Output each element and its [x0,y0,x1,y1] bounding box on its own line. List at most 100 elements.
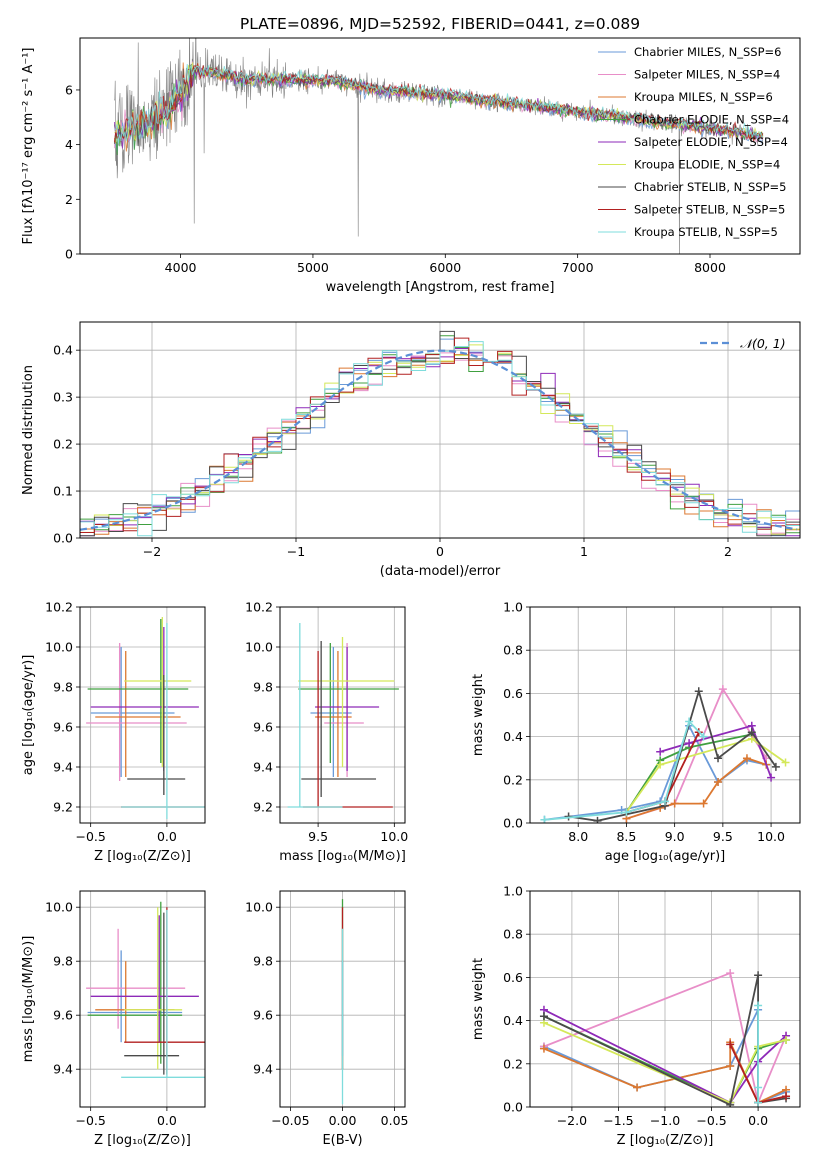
weight_vs_Z-plot-area [539,969,791,1107]
weight_vs_Z-panel: −2.0 −1.5 −1.0 −0.5 0.0 0.0 0.2 0.4 0.6 0.8 1.0 Z [… [471,884,801,1148]
y-tick-label: 9.8 [53,680,73,695]
weight-point-marker [726,1100,735,1107]
errorbar-point [310,647,352,777]
weight-point-marker [593,816,602,823]
weight-series-line [625,733,752,813]
y-tick-label: 9.6 [53,720,73,735]
weight-point-marker [742,754,751,763]
y-tick-label: 0.2 [503,772,523,787]
age_vs_mass-frame [279,606,406,824]
x-tick-label: −0.05 [271,1113,309,1128]
legend-label: 𝒩(0, 1) [740,336,786,351]
weight-point-marker [694,687,703,696]
weight-point-marker [539,1044,548,1053]
errorbar-point [315,647,380,771]
weight-point-marker [685,717,694,726]
x-tick-label: 0.0 [157,1113,177,1128]
weight-point-marker [726,969,735,978]
errorbar-point [86,643,187,781]
figure-title: PLATE=0896, MJD=52592, FIBERID=0441, z=0… [240,15,640,33]
weight-point-marker [539,1012,548,1021]
weight-point-marker [767,773,776,782]
x-axis-label: Z [log₁₀(Z/Z⊙)] [94,849,191,864]
y-tick-label: 4 [65,137,73,152]
y-tick-label: 10.0 [45,900,73,915]
y-tick-label: 10.0 [245,640,273,655]
x-tick-label: 7000 [562,260,594,275]
y-tick-label: 9.8 [53,954,73,969]
mass_vs_Z-panel: −0.5 0.0 9.4 9.6 9.8 10.0 Z [log₁₀(Z/Z⊙)] mass … [21,890,206,1148]
weight-series-line [568,687,777,822]
y-tick-label: 0.4 [503,729,523,744]
legend-label: Chabrier STELIB, N_SSP=5 [634,180,786,194]
y-tick-label: 9.4 [253,760,273,775]
errorbar-point [95,651,181,777]
x-tick-label: 0.05 [381,1113,409,1128]
x-axis-label: age [log₁₀(age/yr)] [605,849,726,864]
errorbar-point [124,907,205,1075]
legend-label: Salpeter ELODIE, N_SSP=4 [634,135,788,149]
weight-point-marker [685,739,694,748]
errorbar-point [95,961,175,1043]
y-tick-label: 0.6 [503,970,523,985]
x-tick-label: 8000 [694,260,726,275]
spectrum-legend: Chabrier MILES, N_SSP=6 Salpeter MILES, N… [598,45,789,239]
y-axis-label: mass [log₁₀(M/M⊙)] [21,936,36,1063]
y-tick-label: 10.2 [245,600,273,615]
weight-point-marker [754,971,763,980]
residuals-plot-area [80,330,800,537]
weight-series-line [659,724,772,778]
y-axis-label: mass weight [471,674,486,756]
y-tick-label: 9.6 [53,1008,73,1023]
y-tick-label: 9.4 [53,1062,73,1077]
y-tick-label: 0.2 [503,1056,523,1071]
y-tick-label: 0.2 [53,437,73,452]
y-tick-label: 1.0 [503,884,523,899]
x-tick-label: −1.0 [650,1113,680,1128]
x-tick-label: −1.5 [603,1113,633,1128]
legend-label: Salpeter MILES, N_SSP=4 [634,68,780,82]
y-axis-label: Flux [fλ10⁻¹⁷ erg cm⁻² s⁻¹ A⁻¹] [21,48,36,245]
y-tick-label: 9.4 [53,760,73,775]
weight-point-marker [782,1092,791,1101]
y-tick-label: 6 [65,82,73,97]
weight-series-line [543,1041,787,1104]
y-tick-label: 0.4 [53,343,73,358]
y-axis-label: mass weight [471,958,486,1040]
residual-histogram [80,341,800,537]
errorbar-point [298,637,395,767]
weight-point-marker [782,1036,791,1045]
x-axis-label: mass [log₁₀(M/M⊙)] [279,849,406,864]
x-tick-label: 8.0 [568,829,588,844]
x-tick-label: −0.5 [696,1113,726,1128]
y-axis-label: age [log₁₀(age/yr)] [21,655,36,776]
errorbar-point [86,928,186,1029]
errorbar-point [302,651,393,808]
y-tick-label: 9.8 [253,680,273,695]
errorbar-point [124,617,192,767]
y-tick-label: 0.0 [503,1100,523,1115]
spectrum-plot-area [113,38,764,254]
x-tick-label: 10.0 [757,829,785,844]
weight-point-marker [656,760,665,769]
residual-histogram [80,330,800,537]
y-tick-label: 9.2 [253,800,273,815]
x-tick-label: 2 [724,544,732,559]
weight-point-marker [670,799,679,808]
mass_vs_Z-frame [79,890,206,1108]
weight-point-marker [754,1083,763,1092]
x-axis-label: (data-model)/error [380,564,501,579]
weight-point-marker [747,728,756,737]
weight-series-line [625,737,787,813]
errorbar-point [121,623,205,819]
weight-point-marker [754,1001,763,1010]
x-tick-label: 6000 [429,260,461,275]
weight_vs_age-panel: 8.0 8.5 9.0 9.5 10.0 0.0 0.2 0.4 0.6 0.8 1.0 age [l… [471,600,801,864]
mass_vs_Z-plot-area [86,901,205,1078]
mass_vs_ebv-panel: −0.05 0.00 0.05 9.4 9.6 9.8 10.0 E(B-V) [245,890,409,1148]
age_vs_Z-grid [80,606,205,823]
errorbar-point [301,641,377,797]
x-axis-label: Z [log₁₀(Z/Z⊙)] [94,1133,191,1148]
legend-label: Kroupa STELIB, N_SSP=5 [634,225,778,239]
